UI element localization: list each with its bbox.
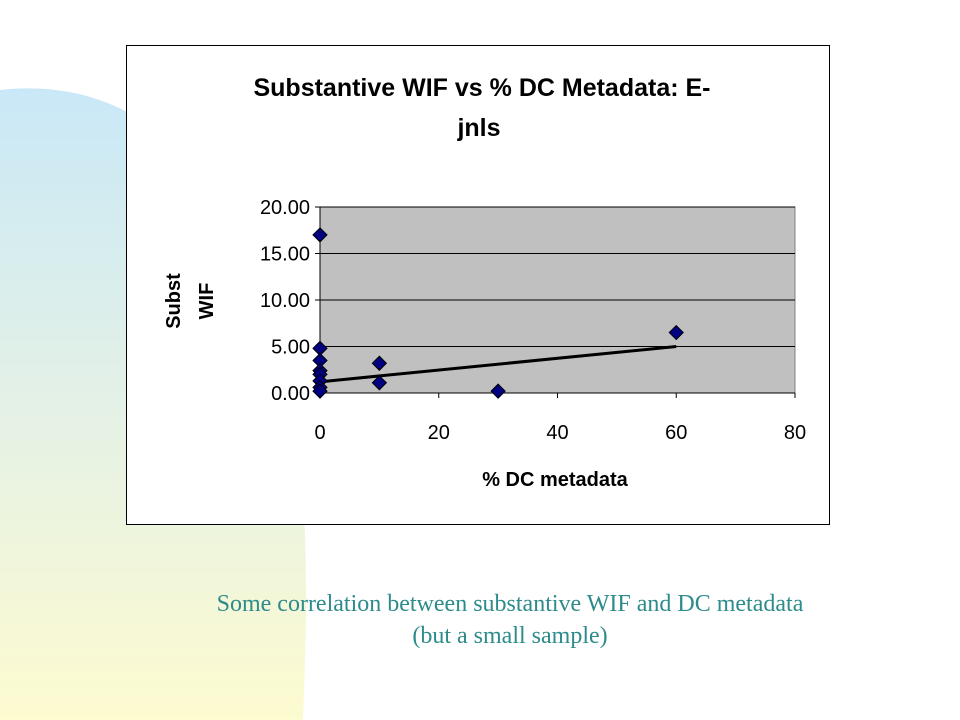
chart-title-line-2: jnls [456, 114, 500, 142]
y-axis-label-line-2: WIF [196, 283, 218, 320]
data-point [312, 383, 328, 399]
y-tick-label: 5.00 [271, 337, 310, 359]
chart-title-line-1: Substantive WIF vs % DC Metadata: E- [253, 74, 710, 102]
x-tick-label: 40 [546, 422, 568, 444]
x-axis-label: % DC metadata [482, 469, 628, 491]
y-tick-label: 10.00 [260, 290, 310, 312]
x-tick-label: 60 [665, 422, 687, 444]
data-point [490, 383, 506, 399]
data-point [668, 324, 684, 341]
plot-area: 0.00 5.00 10.00 15.00 20.00 0 20 40 60 80 [260, 197, 806, 444]
x-tick-label: 20 [428, 422, 450, 444]
data-point [371, 375, 388, 391]
y-tick-label: 0.00 [271, 383, 310, 405]
caption: Some correlation between substantive WIF… [100, 588, 920, 652]
caption-line-1: Some correlation between substantive WIF… [216, 591, 804, 617]
x-tick-label: 80 [784, 422, 806, 444]
chart-frame: Substantive WIF vs % DC Metadata: E- jnl… [126, 45, 830, 525]
y-axis-label-line-1: Subst [163, 273, 185, 329]
y-tick-label: 20.00 [260, 197, 310, 219]
x-tick-label: 0 [314, 422, 325, 444]
data-point [312, 227, 328, 243]
caption-line-2: (but a small sample) [412, 623, 608, 649]
data-point [371, 355, 388, 371]
y-tick-label: 15.00 [260, 244, 310, 266]
scatter-chart: Substantive WIF vs % DC Metadata: E- jnl… [163, 74, 806, 491]
